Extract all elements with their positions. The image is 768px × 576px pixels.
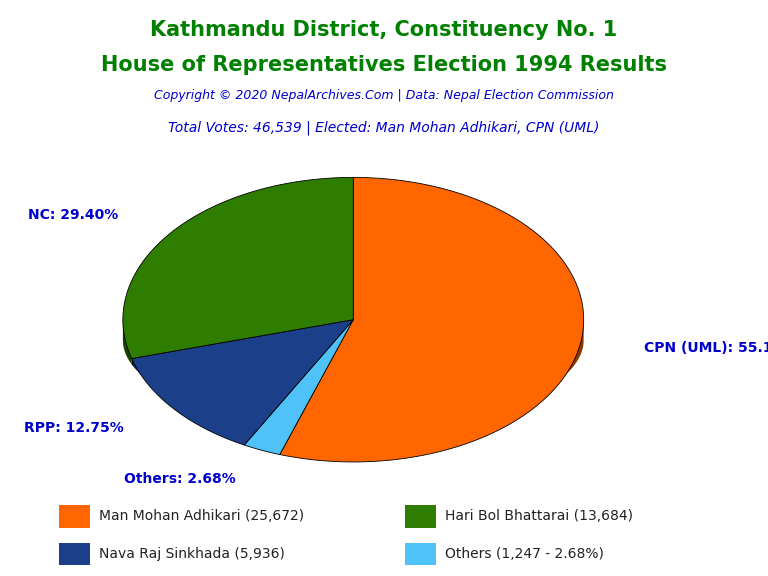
- Text: Others (1,247 - 2.68%): Others (1,247 - 2.68%): [445, 547, 604, 561]
- Text: NC: 29.40%: NC: 29.40%: [28, 208, 118, 222]
- Polygon shape: [244, 397, 280, 424]
- Text: RPP: 12.75%: RPP: 12.75%: [24, 422, 124, 435]
- Text: House of Representatives Election 1994 Results: House of Representatives Election 1994 R…: [101, 55, 667, 75]
- Bar: [405, 505, 436, 528]
- Text: Nava Raj Sinkhada (5,936): Nava Raj Sinkhada (5,936): [99, 547, 285, 561]
- Polygon shape: [244, 320, 353, 454]
- Bar: [59, 543, 91, 565]
- Text: Others: 2.68%: Others: 2.68%: [124, 472, 236, 486]
- Text: Man Mohan Adhikari (25,672): Man Mohan Adhikari (25,672): [99, 509, 304, 524]
- Polygon shape: [123, 320, 131, 365]
- Text: CPN (UML): 55.16%: CPN (UML): 55.16%: [644, 341, 768, 355]
- Polygon shape: [280, 177, 584, 462]
- Bar: [59, 505, 91, 528]
- Polygon shape: [131, 320, 353, 445]
- Bar: [405, 543, 436, 565]
- Text: Total Votes: 46,539 | Elected: Man Mohan Adhikari, CPN (UML): Total Votes: 46,539 | Elected: Man Mohan…: [168, 121, 600, 135]
- Polygon shape: [131, 344, 244, 418]
- Text: Hari Bol Bhattarai (13,684): Hari Bol Bhattarai (13,684): [445, 509, 633, 524]
- Polygon shape: [280, 321, 584, 429]
- Text: Kathmandu District, Constituency No. 1: Kathmandu District, Constituency No. 1: [151, 20, 617, 40]
- Text: Copyright © 2020 NepalArchives.Com | Data: Nepal Election Commission: Copyright © 2020 NepalArchives.Com | Dat…: [154, 89, 614, 103]
- Polygon shape: [123, 177, 353, 358]
